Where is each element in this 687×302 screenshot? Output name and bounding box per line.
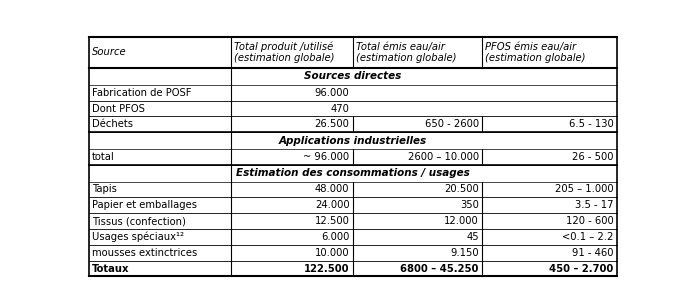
Text: Déchets: Déchets	[92, 119, 133, 129]
Text: Source: Source	[92, 47, 126, 57]
Text: Tapis: Tapis	[92, 185, 117, 194]
Text: 10.000: 10.000	[315, 248, 350, 258]
Text: Applications industrielles: Applications industrielles	[278, 136, 427, 146]
Text: 9.150: 9.150	[450, 248, 479, 258]
Text: 470: 470	[330, 104, 350, 114]
Text: Papier et emballages: Papier et emballages	[92, 200, 196, 210]
Text: 45: 45	[466, 232, 479, 242]
Text: 26.500: 26.500	[315, 119, 350, 129]
Text: 450 – 2.700: 450 – 2.700	[550, 264, 613, 274]
Text: 120 - 600: 120 - 600	[566, 216, 613, 226]
Text: PFOS émis eau/air
(estimation globale): PFOS émis eau/air (estimation globale)	[485, 42, 586, 63]
Text: 650 - 2600: 650 - 2600	[425, 119, 479, 129]
Text: Total produit /utilisé
(estimation globale): Total produit /utilisé (estimation globa…	[234, 41, 335, 63]
Text: 205 – 1.000: 205 – 1.000	[555, 185, 613, 194]
Text: 6.000: 6.000	[321, 232, 350, 242]
Text: Usages spéciaux¹²: Usages spéciaux¹²	[92, 232, 183, 242]
Text: 91 - 460: 91 - 460	[572, 248, 613, 258]
Text: 26 - 500: 26 - 500	[572, 152, 613, 162]
Text: 2600 – 10.000: 2600 – 10.000	[407, 152, 479, 162]
Text: Fabrication de POSF: Fabrication de POSF	[92, 88, 191, 98]
Text: 3.5 - 17: 3.5 - 17	[575, 200, 613, 210]
Text: mousses extinctrices: mousses extinctrices	[92, 248, 197, 258]
Text: 122.500: 122.500	[304, 264, 350, 274]
Text: <0.1 – 2.2: <0.1 – 2.2	[562, 232, 613, 242]
Text: Totaux: Totaux	[92, 264, 129, 274]
Text: Total émis eau/air
(estimation globale): Total émis eau/air (estimation globale)	[356, 42, 456, 63]
Text: 6.5 - 130: 6.5 - 130	[569, 119, 613, 129]
Text: 12.000: 12.000	[444, 216, 479, 226]
Text: 96.000: 96.000	[315, 88, 350, 98]
Text: ~ 96.000: ~ 96.000	[303, 152, 350, 162]
Text: 20.500: 20.500	[444, 185, 479, 194]
Text: 6800 – 45.250: 6800 – 45.250	[401, 264, 479, 274]
Text: Tissus (confection): Tissus (confection)	[92, 216, 185, 226]
Text: total: total	[92, 152, 115, 162]
Text: Sources directes: Sources directes	[304, 72, 401, 82]
Text: 12.500: 12.500	[315, 216, 350, 226]
Text: Dont PFOS: Dont PFOS	[92, 104, 144, 114]
Text: 24.000: 24.000	[315, 200, 350, 210]
Text: 48.000: 48.000	[315, 185, 350, 194]
Text: Estimation des consommations / usages: Estimation des consommations / usages	[236, 168, 469, 178]
Text: 350: 350	[460, 200, 479, 210]
